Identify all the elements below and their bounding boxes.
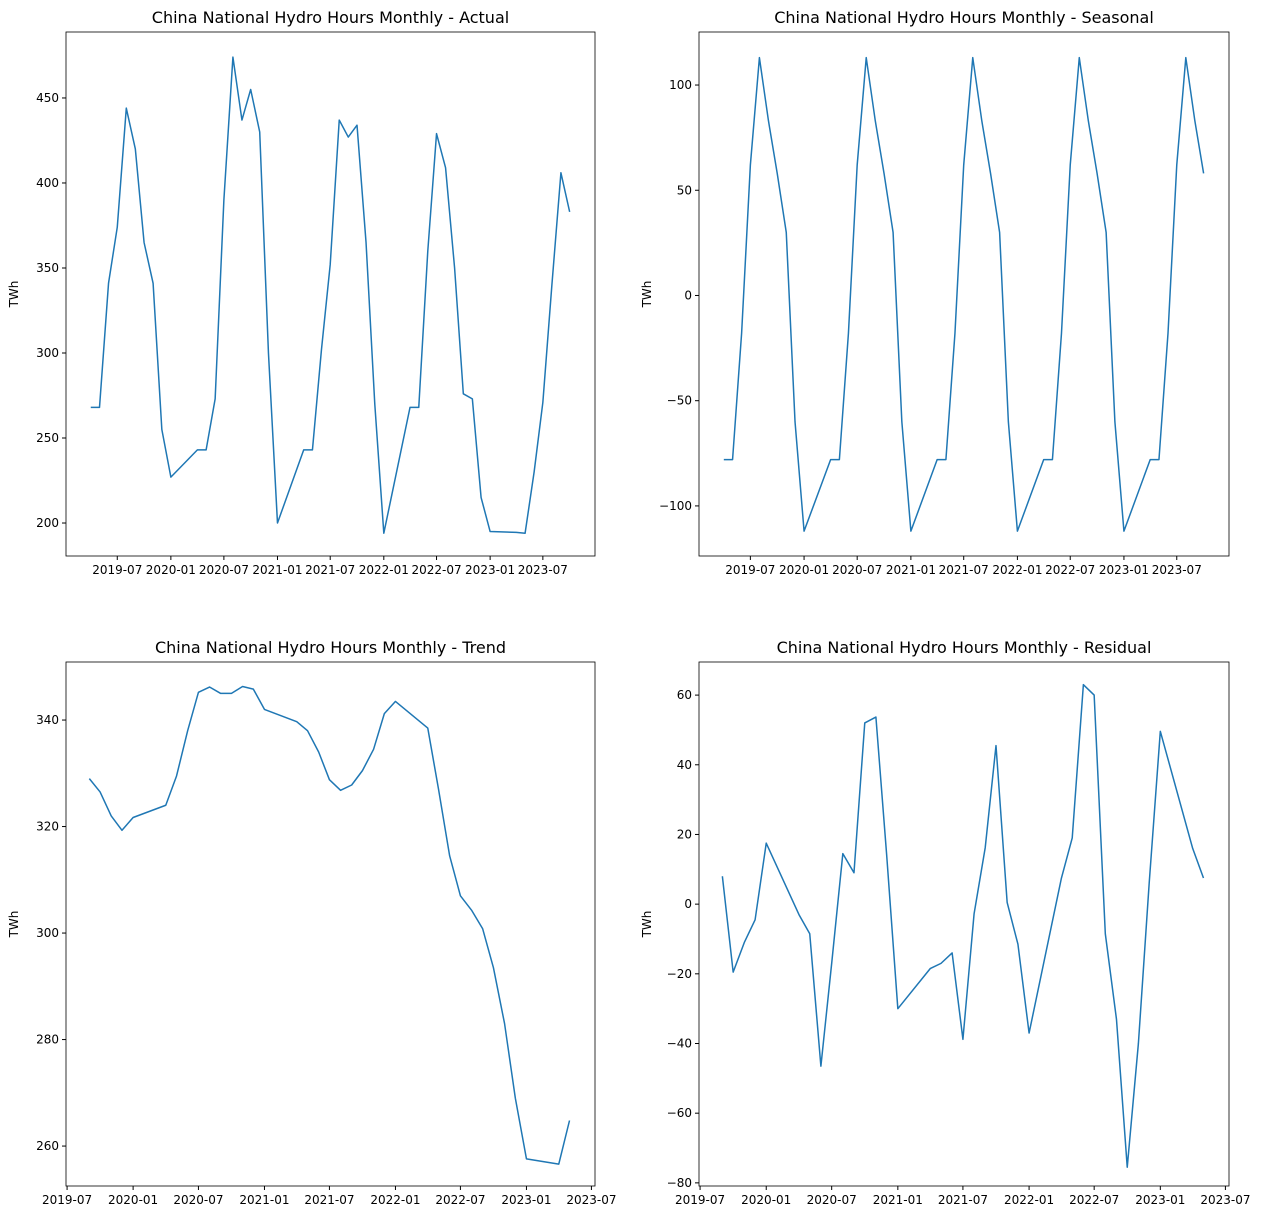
y-axis-label: TWh xyxy=(640,911,654,939)
x-tick-label: 2022-01 xyxy=(359,563,409,577)
y-tick-label: 320 xyxy=(36,820,59,834)
x-tick-label: 2020-01 xyxy=(146,563,196,577)
x-tick-label: 2023-01 xyxy=(465,563,515,577)
y-tick-label: 60 xyxy=(677,688,692,702)
x-tick-label: 2023-07 xyxy=(566,1193,616,1207)
y-tick-label: 400 xyxy=(36,176,59,190)
y-tick-label: 350 xyxy=(36,261,59,275)
x-tick-label: 2022-01 xyxy=(992,563,1042,577)
axes-frame xyxy=(65,31,596,557)
data-line xyxy=(721,683,1205,1168)
subplot-title: China National Hydro Hours Monthly - Res… xyxy=(777,638,1152,657)
subplot-title: China National Hydro Hours Monthly - Tre… xyxy=(155,638,506,657)
y-tick-label: 40 xyxy=(677,758,692,772)
x-tick-label: 2023-07 xyxy=(1152,563,1202,577)
x-tick-label: 2021-07 xyxy=(304,1193,354,1207)
x-tick-label: 2023-01 xyxy=(1135,1193,1185,1207)
x-tick-label: 2022-07 xyxy=(1045,563,1095,577)
y-tick-label: −20 xyxy=(667,967,692,981)
x-tick-label: 2023-01 xyxy=(1099,563,1149,577)
x-tick-label: 2022-07 xyxy=(1069,1193,1119,1207)
y-axis-label: TWh xyxy=(640,281,654,309)
x-tick-label: 2021-01 xyxy=(239,1193,289,1207)
y-tick-label: 280 xyxy=(36,1033,59,1047)
x-tick-label: 2019-07 xyxy=(92,563,142,577)
x-tick-label: 2020-01 xyxy=(108,1193,158,1207)
subplot: China National Hydro Hours Monthly - Tre… xyxy=(7,638,616,1207)
x-tick-label: 2023-07 xyxy=(518,563,568,577)
x-tick-label: 2020-07 xyxy=(832,563,882,577)
x-tick-label: 2021-07 xyxy=(938,1193,988,1207)
y-tick-label: 20 xyxy=(677,827,692,841)
x-tick-label: 2019-07 xyxy=(725,563,775,577)
y-tick-label: 260 xyxy=(36,1139,59,1153)
y-tick-label: 100 xyxy=(669,78,692,92)
subplot-title: China National Hydro Hours Monthly - Sea… xyxy=(774,8,1154,27)
axes-frame xyxy=(65,661,596,1187)
y-axis-label: TWh xyxy=(7,911,21,939)
y-tick-label: −80 xyxy=(667,1176,692,1190)
x-tick-label: 2021-07 xyxy=(939,563,989,577)
x-tick-label: 2022-01 xyxy=(370,1193,420,1207)
y-tick-label: −100 xyxy=(659,499,692,513)
y-tick-label: −60 xyxy=(667,1106,692,1120)
x-tick-label: 2021-01 xyxy=(873,1193,923,1207)
y-tick-label: 450 xyxy=(36,91,59,105)
y-tick-label: 0 xyxy=(684,897,692,911)
y-tick-label: 200 xyxy=(36,516,59,530)
x-tick-label: 2023-01 xyxy=(501,1193,551,1207)
subplot: China National Hydro Hours Monthly - Sea… xyxy=(640,8,1230,577)
subplot: China National Hydro Hours Monthly - Res… xyxy=(640,638,1250,1207)
x-tick-label: 2022-01 xyxy=(1004,1193,1054,1207)
x-tick-label: 2023-07 xyxy=(1200,1193,1250,1207)
y-axis-label: TWh xyxy=(7,281,21,309)
data-line xyxy=(90,56,571,534)
x-tick-label: 2021-01 xyxy=(886,563,936,577)
x-tick-label: 2020-01 xyxy=(779,563,829,577)
x-tick-label: 2022-07 xyxy=(411,563,461,577)
x-tick-label: 2020-07 xyxy=(199,563,249,577)
x-tick-label: 2020-07 xyxy=(173,1193,223,1207)
y-tick-label: 300 xyxy=(36,926,59,940)
y-tick-label: −50 xyxy=(667,394,692,408)
y-tick-label: −40 xyxy=(667,1037,692,1051)
y-tick-label: 300 xyxy=(36,346,59,360)
x-tick-label: 2021-01 xyxy=(252,563,302,577)
data-line xyxy=(88,685,571,1165)
x-tick-label: 2020-01 xyxy=(741,1193,791,1207)
y-tick-label: 340 xyxy=(36,713,59,727)
x-tick-label: 2022-07 xyxy=(435,1193,485,1207)
subplot-title: China National Hydro Hours Monthly - Act… xyxy=(152,8,509,27)
axes-frame xyxy=(698,31,1230,557)
y-tick-label: 50 xyxy=(677,183,692,197)
y-tick-label: 250 xyxy=(36,431,59,445)
y-tick-label: 0 xyxy=(684,288,692,302)
data-line xyxy=(723,56,1205,532)
x-tick-label: 2019-07 xyxy=(675,1193,725,1207)
subplot: China National Hydro Hours Monthly - Act… xyxy=(7,8,596,577)
x-tick-label: 2020-07 xyxy=(807,1193,857,1207)
x-tick-label: 2019-07 xyxy=(42,1193,92,1207)
x-tick-label: 2021-07 xyxy=(305,563,355,577)
axes-frame xyxy=(698,661,1230,1187)
